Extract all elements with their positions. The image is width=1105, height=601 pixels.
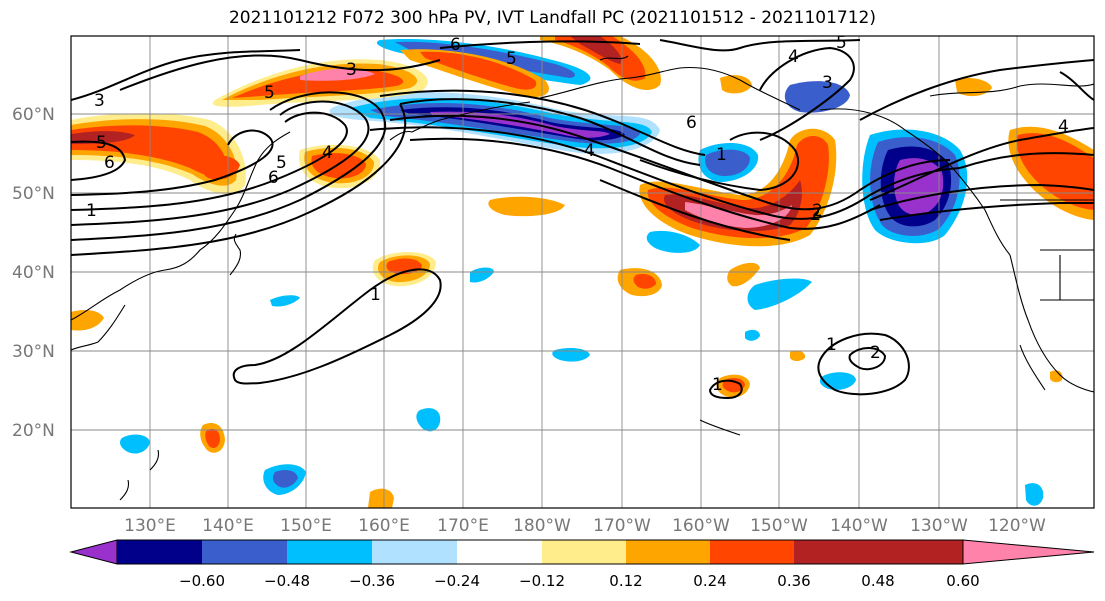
colorbar-tick: −0.48 (264, 572, 310, 590)
map-title: 2021101212 F072 300 hPa PV, IVT Landfall… (228, 8, 876, 28)
colorbar-bin (542, 540, 626, 564)
map-field: 3 5 6 3 5 4 6 1 5 6 4 3 5 1 1 2 2 1 4 5 … (71, 33, 1094, 508)
colorbar-tick: −0.24 (434, 572, 480, 590)
colorbar-bin (794, 540, 878, 564)
contour-label: 6 (450, 35, 461, 55)
colorbar-tick: 0.12 (609, 572, 642, 590)
contour-label: 1 (86, 201, 97, 221)
contour-label: 4 (322, 143, 333, 163)
contour-label: 3 (822, 73, 833, 93)
contour-label: 5 (836, 33, 847, 53)
colorbar-tick: 0.24 (693, 572, 726, 590)
positive-anomaly-shading (71, 36, 1094, 508)
contour-label: 5 (276, 153, 287, 173)
colorbar-bin (878, 540, 963, 564)
graticule (71, 36, 1094, 508)
contour-label: 3 (94, 91, 105, 111)
lon-label: 140°W (830, 516, 888, 536)
contour-label: 2 (810, 205, 821, 225)
colorbar-tick: 0.60 (946, 572, 979, 590)
contour-label: 1 (716, 145, 727, 165)
lon-label: 180°W (513, 516, 571, 536)
colorbar-bin (710, 540, 794, 564)
lon-label: 150°W (750, 516, 808, 536)
contour-label: 1 (712, 375, 723, 395)
map-frame (70, 35, 1095, 509)
latitude-labels: 60°N 50°N 40°N 30°N 20°N (12, 105, 55, 441)
colorbar-ticks: −0.60 −0.48 −0.36 −0.24 −0.12 0.12 0.24 … (179, 572, 980, 590)
colorbar-tick: −0.12 (519, 572, 565, 590)
lon-label: 150°E (280, 516, 332, 536)
colorbar: −0.60 −0.48 −0.36 −0.24 −0.12 0.12 0.24 … (69, 539, 1095, 590)
contour-label: 6 (686, 113, 697, 133)
contour-label: 4 (1058, 117, 1069, 137)
lat-label: 40°N (12, 263, 55, 283)
contour-label: 1 (370, 285, 381, 305)
contour-label: 5 (506, 49, 517, 69)
lon-label: 140°E (202, 516, 254, 536)
colorbar-tick: 0.36 (777, 572, 810, 590)
colorbar-bin (287, 540, 372, 564)
lon-label: 160°W (672, 516, 730, 536)
lat-label: 20°N (12, 421, 55, 441)
contour-label: 2 (870, 343, 881, 363)
lon-label: 120°W (988, 516, 1046, 536)
colorbar-bin (117, 540, 202, 564)
lon-label: 130°W (910, 516, 968, 536)
colorbar-tick: −0.36 (349, 572, 395, 590)
lon-label: 130°E (124, 516, 176, 536)
colorbar-bin (202, 540, 287, 564)
colorbar-bin (457, 540, 542, 564)
contour-label: 6 (268, 168, 279, 188)
lat-label: 60°N (12, 105, 55, 125)
lon-label: 170°W (593, 516, 651, 536)
contour-labels: 3 5 6 3 5 4 6 1 5 6 4 3 5 1 1 2 2 1 4 5 … (86, 33, 1069, 395)
contour-label: 4 (584, 141, 595, 161)
longitude-labels: 130°E 140°E 150°E 160°E 170°E 180°W 170°… (124, 516, 1046, 536)
contour-label: 5 (96, 133, 107, 153)
contour-label: 1 (826, 335, 837, 355)
colorbar-extend-min (69, 539, 118, 565)
contour-label: 4 (788, 47, 799, 67)
contour-label: 6 (104, 153, 115, 173)
colorbar-tick: 0.48 (861, 572, 894, 590)
lon-label: 170°E (437, 516, 489, 536)
lat-label: 50°N (12, 184, 55, 204)
colorbar-tick: −0.60 (179, 572, 225, 590)
ivt-contours (71, 39, 1094, 400)
contour-label: 5 (264, 83, 275, 103)
colorbar-extend-max (962, 539, 1095, 565)
colorbar-bin (372, 540, 457, 564)
contour-label: 2 (812, 201, 823, 221)
lon-label: 160°E (358, 516, 410, 536)
colorbar-bin (626, 540, 710, 564)
lat-label: 30°N (12, 342, 55, 362)
contour-label: 3 (346, 60, 357, 80)
